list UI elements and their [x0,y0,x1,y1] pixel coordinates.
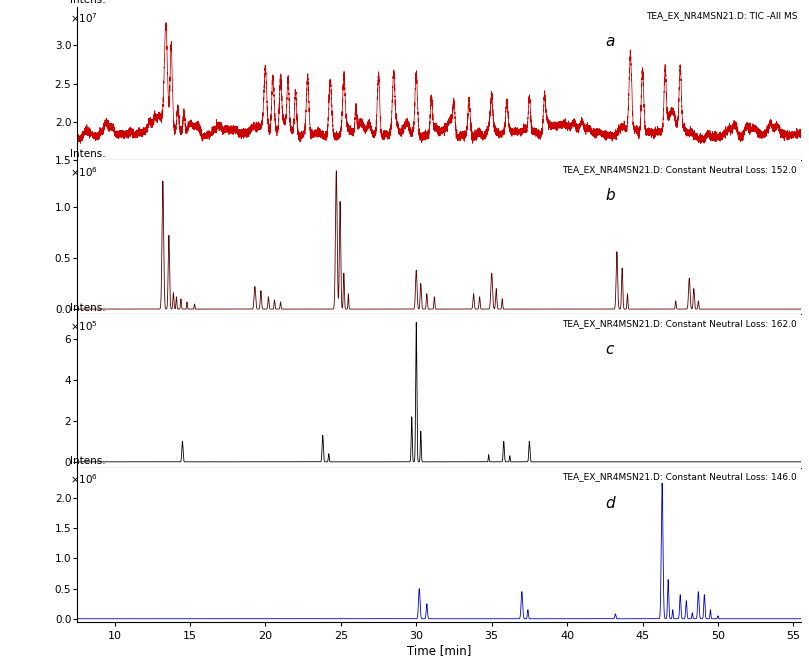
Text: b: b [605,188,615,203]
Text: TEA_EX_NR4MSN21.D: Constant Neutral Loss: 152.0: TEA_EX_NR4MSN21.D: Constant Neutral Loss… [562,165,798,174]
Text: Intens.: Intens. [70,303,105,313]
Text: Intens.: Intens. [70,456,105,466]
Text: TEA_EX_NR4MSN21.D: Constant Neutral Loss: 146.0: TEA_EX_NR4MSN21.D: Constant Neutral Loss… [562,473,798,481]
Text: Intens.: Intens. [70,149,105,159]
Text: c: c [605,342,614,357]
Text: Intens.: Intens. [70,0,105,5]
Text: TEA_EX_NR4MSN21.D: TIC -All MS: TEA_EX_NR4MSN21.D: TIC -All MS [646,11,798,20]
X-axis label: Time [min]: Time [min] [407,644,471,656]
Text: ×10$^{5}$: ×10$^{5}$ [70,319,98,332]
Text: ×10$^{6}$: ×10$^{6}$ [70,473,98,486]
Text: ×10$^{7}$: ×10$^{7}$ [70,11,98,25]
Text: TEA_EX_NR4MSN21.D: Constant Neutral Loss: 162.0: TEA_EX_NR4MSN21.D: Constant Neutral Loss… [562,319,798,328]
Text: d: d [605,495,615,511]
Text: a: a [605,35,615,49]
Text: ×10$^{6}$: ×10$^{6}$ [70,165,98,179]
